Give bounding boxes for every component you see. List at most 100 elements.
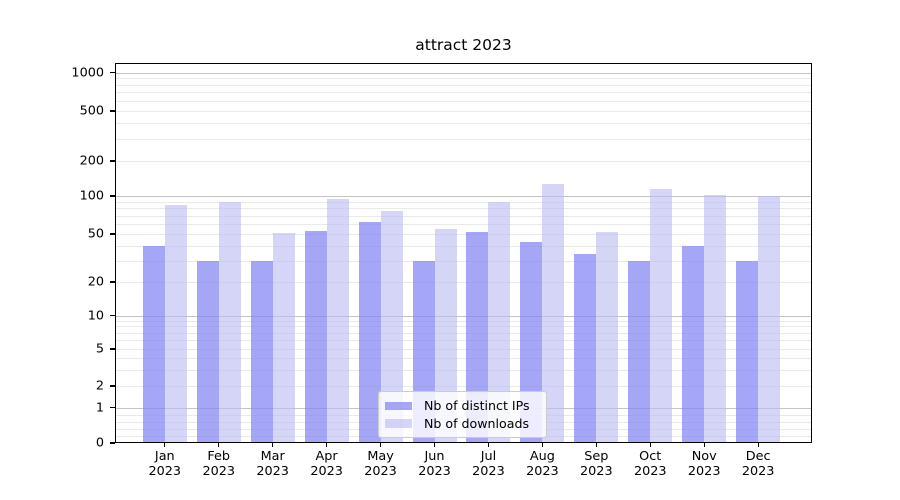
bar-downloads-sep bbox=[596, 231, 619, 443]
x-tick-mark bbox=[433, 443, 436, 447]
gridline-minor bbox=[115, 123, 812, 125]
bar-downloads-mar bbox=[272, 232, 295, 443]
bar-distinct-ips-may bbox=[358, 222, 381, 443]
y-tick-mark bbox=[110, 71, 115, 74]
x-tick-mark bbox=[487, 443, 490, 447]
bar-distinct-ips-mar bbox=[250, 260, 273, 443]
y-tick-label-100: 100 bbox=[79, 188, 104, 204]
gridline-minor bbox=[115, 340, 812, 342]
gridline-minor bbox=[115, 215, 812, 217]
x-tick-label-oct: Oct 2023 bbox=[633, 449, 667, 479]
bar-distinct-ips-dec bbox=[736, 260, 759, 443]
x-tick-label-jun: Jun 2023 bbox=[418, 449, 451, 479]
x-tick-mark bbox=[272, 443, 274, 447]
bar-downloads-jun bbox=[434, 228, 457, 443]
bar-distinct-ips-feb bbox=[196, 260, 219, 443]
x-tick-mark bbox=[757, 443, 759, 447]
y-tick-mark bbox=[110, 315, 115, 317]
legend-swatch-downloads bbox=[385, 419, 412, 428]
y-tick-mark bbox=[110, 233, 115, 235]
legend-swatch-distinct-ips bbox=[385, 401, 412, 410]
gridline-minor bbox=[115, 208, 812, 210]
y-tick-mark bbox=[110, 385, 115, 387]
legend-item-downloads: Nb of downloads bbox=[385, 416, 538, 431]
x-tick-label-nov: Nov 2023 bbox=[687, 449, 721, 479]
y-tick-label-1: 1 bbox=[95, 400, 104, 416]
y-tick-label-20: 20 bbox=[87, 274, 104, 290]
x-tick-mark bbox=[218, 443, 220, 447]
bar-downloads-jan bbox=[164, 204, 187, 443]
y-tick-label-200: 200 bbox=[79, 153, 104, 169]
gridline-minor bbox=[115, 138, 812, 140]
gridline-major bbox=[115, 72, 812, 74]
x-tick-mark bbox=[164, 443, 166, 447]
bar-downloads-dec bbox=[758, 196, 781, 443]
gridline-minor bbox=[115, 282, 812, 283]
gridline-minor bbox=[115, 332, 812, 334]
bar-downloads-oct bbox=[650, 188, 673, 443]
x-tick-label-dec: Dec 2023 bbox=[741, 449, 775, 479]
gridline-minor bbox=[115, 260, 812, 262]
gridline-minor bbox=[115, 78, 812, 80]
gridline-minor bbox=[115, 386, 812, 387]
x-tick-mark bbox=[541, 443, 543, 447]
gridline-minor bbox=[115, 234, 812, 235]
x-tick-mark bbox=[595, 443, 597, 447]
gridline-minor bbox=[115, 245, 812, 247]
bar-downloads-jul bbox=[488, 201, 511, 443]
gridline-minor bbox=[115, 369, 812, 371]
gridline-minor bbox=[115, 224, 812, 225]
bar-downloads-nov bbox=[704, 195, 727, 443]
gridline-minor bbox=[115, 201, 812, 203]
y-tick-mark bbox=[110, 407, 115, 409]
y-tick-mark bbox=[110, 442, 115, 444]
x-tick-label-sep: Sep 2023 bbox=[580, 449, 613, 479]
gridline-minor bbox=[115, 349, 812, 350]
gridline-minor bbox=[115, 358, 812, 359]
gridline-major bbox=[115, 196, 812, 197]
y-tick-label-5: 5 bbox=[95, 341, 104, 357]
gridline-minor bbox=[115, 161, 812, 162]
y-tick-label-2: 2 bbox=[95, 378, 104, 394]
legend-item-distinct-ips: Nb of distinct IPs bbox=[385, 398, 538, 413]
legend-label-downloads: Nb of downloads bbox=[424, 415, 530, 431]
x-tick-mark bbox=[649, 443, 651, 447]
legend: Nb of distinct IPs Nb of downloads bbox=[378, 391, 547, 438]
x-tick-label-aug: Aug 2023 bbox=[526, 449, 559, 479]
bar-distinct-ips-nov bbox=[682, 245, 705, 443]
gridline-minor bbox=[115, 100, 812, 102]
x-tick-label-apr: Apr 2023 bbox=[310, 449, 343, 479]
bar-downloads-feb bbox=[218, 202, 241, 443]
legend-label-distinct-ips: Nb of distinct IPs bbox=[424, 398, 530, 414]
gridline-minor bbox=[115, 84, 812, 86]
chart-title: attract 2023 bbox=[415, 36, 512, 54]
x-tick-label-feb: Feb 2023 bbox=[202, 449, 236, 479]
x-tick-mark bbox=[703, 443, 705, 447]
bar-distinct-ips-jul bbox=[466, 231, 489, 443]
x-tick-label-mar: Mar 2023 bbox=[256, 449, 289, 479]
x-tick-mark bbox=[326, 443, 328, 447]
bar-downloads-apr bbox=[326, 199, 349, 443]
x-tick-label-jan: Jan 2023 bbox=[148, 449, 182, 479]
y-tick-label-0: 0 bbox=[95, 435, 104, 451]
gridline-minor bbox=[115, 111, 812, 112]
gridline-minor bbox=[115, 320, 812, 322]
bar-downloads-may bbox=[380, 211, 403, 443]
x-tick-label-may: May 2023 bbox=[364, 449, 397, 479]
bar-distinct-ips-sep bbox=[574, 254, 597, 443]
x-tick-mark bbox=[379, 443, 382, 447]
bar-distinct-ips-apr bbox=[304, 230, 327, 443]
plot-area bbox=[115, 63, 812, 443]
y-tick-mark bbox=[110, 195, 115, 197]
y-tick-mark bbox=[110, 281, 115, 283]
bar-distinct-ips-oct bbox=[628, 260, 651, 443]
y-tick-label-50: 50 bbox=[87, 226, 104, 242]
gridline-minor bbox=[115, 92, 812, 94]
y-tick-label-1000: 1000 bbox=[71, 65, 104, 80]
y-tick-mark bbox=[110, 160, 115, 162]
bar-downloads-aug bbox=[542, 184, 565, 443]
x-tick-label-jul: Jul 2023 bbox=[472, 449, 505, 479]
y-tick-label-500: 500 bbox=[79, 103, 104, 119]
y-tick-label-10: 10 bbox=[87, 308, 104, 324]
